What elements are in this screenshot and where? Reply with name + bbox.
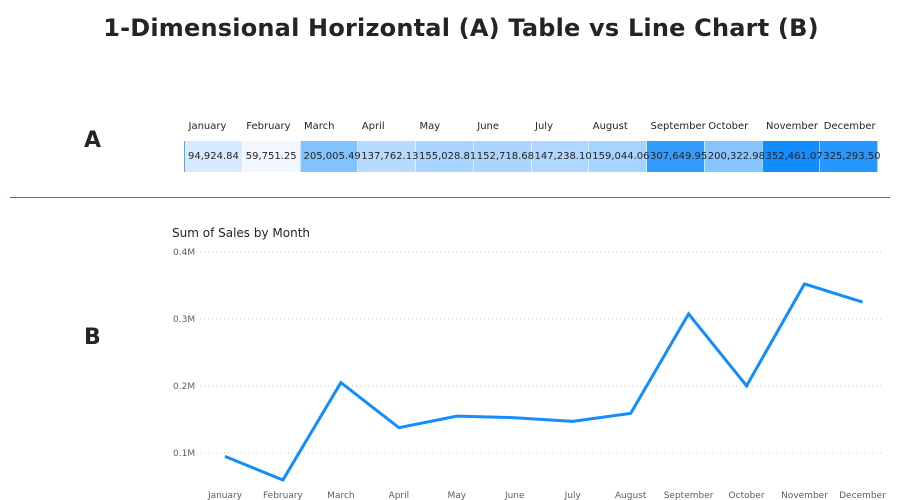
x-tick-label: February — [263, 491, 304, 500]
sales-series-line — [224, 282, 863, 482]
section-divider — [10, 197, 890, 198]
table-value-march: 205,005.49 — [300, 141, 361, 172]
table-header-august: August — [592, 121, 628, 132]
table-header-january: January — [188, 121, 227, 132]
chart-gridlines — [196, 251, 884, 454]
x-axis-ticks: January February March April May June July Augu… — [207, 491, 886, 500]
table-header-october: October — [708, 121, 749, 132]
y-tick-label: 0.1M — [173, 449, 195, 459]
x-tick-label: November — [781, 491, 828, 500]
table-value-september: 307,649.95 — [646, 141, 707, 172]
table-header-march: March — [304, 121, 335, 132]
monthly-sales-table: January February March April May June July Augu… — [184, 112, 881, 172]
x-tick-label: October — [729, 491, 765, 500]
table-value-december: 325,293.50 — [819, 141, 881, 172]
table-value-june: 152,718.68 — [473, 141, 534, 172]
y-axis-ticks: 0.1M 0.2M 0.3M 0.4M — [173, 248, 195, 459]
x-tick-label: May — [447, 491, 466, 500]
table-value-july: 147,238.10 — [531, 141, 592, 172]
section-label-a: A — [84, 128, 102, 153]
table-header-february: February — [246, 121, 291, 132]
table-header-row: January February March April May June July Augu… — [185, 112, 878, 141]
x-tick-label: January — [207, 491, 243, 500]
table-value-january: 94,924.84 — [184, 141, 243, 172]
table-header-december: December — [823, 121, 876, 132]
page-title: 1-Dimensional Horizontal (A) Table vs Li… — [103, 14, 819, 42]
table-value-november: 352,461.07 — [762, 141, 823, 172]
table-value-april: 137,762.13 — [357, 141, 419, 172]
x-tick-label: June — [504, 491, 525, 500]
table-value-february: 59,751.25 — [242, 141, 301, 172]
table-value-may: 155,028.81 — [415, 141, 476, 172]
x-tick-label: April — [389, 491, 410, 500]
table-header-november: November — [766, 121, 819, 132]
table-header-july: July — [535, 121, 553, 132]
x-tick-label: August — [615, 491, 647, 500]
table-value-october: 200,322.98 — [704, 141, 765, 172]
x-tick-label: September — [664, 491, 714, 500]
table-header-may: May — [419, 121, 441, 132]
section-label-b: B — [84, 325, 101, 350]
table-value-row: 94,924.84 59,751.25 205,005.49 137,762.13 15… — [184, 141, 881, 172]
y-tick-label: 0.4M — [173, 248, 195, 258]
table-value-august: 159,044.06 — [588, 141, 650, 172]
x-tick-label: December — [839, 491, 886, 500]
y-tick-label: 0.2M — [173, 382, 195, 392]
table-header-june: June — [477, 121, 500, 132]
x-tick-label: March — [327, 491, 354, 500]
table-header-april: April — [361, 121, 385, 132]
x-tick-label: July — [564, 491, 582, 500]
table-header-september: September — [650, 121, 706, 132]
chart-title: Sum of Sales by Month — [172, 226, 310, 240]
y-tick-label: 0.3M — [173, 315, 195, 325]
